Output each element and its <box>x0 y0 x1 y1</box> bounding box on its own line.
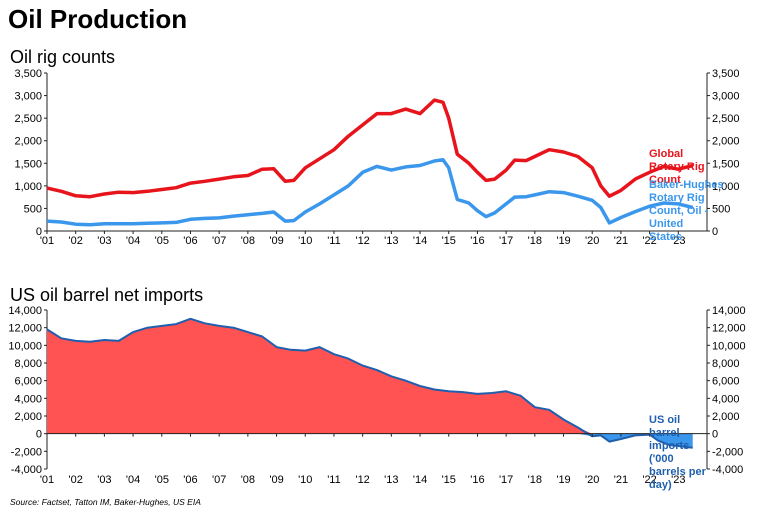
imports-x-tick-label: '03 <box>97 474 111 486</box>
imports-x-tick-label: '01 <box>40 474 54 486</box>
rig-x-tick-label: '19 <box>556 235 570 247</box>
rig-x-tick-label: '02 <box>69 235 83 247</box>
imports-y-tick-label-left: -4,000 <box>11 464 42 476</box>
rig-y-tick-label-left: 0 <box>36 226 42 238</box>
imports-x-tick-label: '08 <box>241 474 255 486</box>
chart-title-net-imports: US oil barrel net imports <box>10 285 204 305</box>
imports-x-tick-label: '22 <box>642 474 656 486</box>
imports-y-tick-label-left: 4,000 <box>14 393 42 405</box>
imports-y-tick-label-left: 10,000 <box>8 340 42 352</box>
imports-x-tick-label: '16 <box>470 474 484 486</box>
net-imports-line <box>46 317 693 449</box>
rig-x-tick-label: '13 <box>384 235 398 247</box>
legend-net-imports: US oil barrel imports ('000 barrels per day) <box>649 414 707 491</box>
rig-x-tick-label: '11 <box>327 235 341 247</box>
net-imports-positive-area <box>47 318 693 434</box>
rig-y-tick-label-right: 500 <box>712 203 730 215</box>
imports-y-tick-label-right: 14,000 <box>712 305 746 317</box>
imports-x-tick-label: '06 <box>183 474 197 486</box>
rig-x-tick-label: '21 <box>614 235 628 247</box>
rig-y-tick-label-right: 2,000 <box>712 136 740 148</box>
us-oil-rig-count-line <box>46 157 694 227</box>
rig-y-tick-label-left: 3,500 <box>14 68 42 80</box>
imports-x-tick-label: '18 <box>528 474 542 486</box>
rig-y-tick-label-right: 1,500 <box>712 158 740 170</box>
rig-x-tick-label: '09 <box>269 235 283 247</box>
legend-us-oil-rig-count: Baker-Hughes Rotary Rig Count, Oil -United… <box>649 179 724 243</box>
rig-x-tick-label: '14 <box>413 235 427 247</box>
net-imports-negative-area <box>47 433 693 448</box>
imports-x-tick-label: '13 <box>384 474 398 486</box>
rig-x-tick-label: '22 <box>642 235 656 247</box>
imports-y-tick-label-right: 6,000 <box>712 376 740 388</box>
imports-x-tick-label: '19 <box>556 474 570 486</box>
imports-x-tick-label: '05 <box>155 474 169 486</box>
imports-x-tick-label: '12 <box>355 474 369 486</box>
rig-y-tick-label-left: 1,500 <box>14 158 42 170</box>
rig-y-tick-label-right: 1,000 <box>712 181 740 193</box>
rig-x-tick-label: '18 <box>528 235 542 247</box>
rig-x-tick-label: '15 <box>442 235 456 247</box>
imports-x-tick-label: '07 <box>212 474 226 486</box>
imports-y-tick-label-left: 2,000 <box>14 411 42 423</box>
legend-global-rig-count: Global Rotary Rig Count <box>649 148 705 186</box>
imports-x-tick-label: '11 <box>327 474 341 486</box>
imports-y-tick-label-right: 2,000 <box>712 411 740 423</box>
rig-y-tick-label-right: 0 <box>712 226 718 238</box>
imports-y-tick-label-right: -2,000 <box>712 446 743 458</box>
rig-y-tick-label-right: 3,000 <box>712 91 740 103</box>
imports-x-tick-label: '20 <box>585 474 599 486</box>
chart-title-rig-counts: Oil rig counts <box>10 47 116 67</box>
rig-x-tick-label: '07 <box>212 235 226 247</box>
rig-x-tick-label: '16 <box>470 235 484 247</box>
global-rig-count-line <box>46 98 694 199</box>
imports-x-tick-label: '09 <box>269 474 283 486</box>
source-note: Source: Factset, Tatton IM, Baker-Hughes… <box>10 497 201 507</box>
rig-y-tick-label-left: 3,000 <box>14 91 42 103</box>
imports-x-tick-label: '14 <box>413 474 427 486</box>
imports-x-tick-label: '21 <box>614 474 628 486</box>
imports-y-tick-label-right: 12,000 <box>712 323 746 335</box>
imports-x-tick-label: '02 <box>69 474 83 486</box>
imports-y-tick-label-left: 12,000 <box>8 323 42 335</box>
rig-y-tick-label-left: 1,000 <box>14 181 42 193</box>
imports-y-tick-label-right: 8,000 <box>712 358 740 370</box>
rig-x-tick-label: '08 <box>241 235 255 247</box>
imports-x-tick-label: '23 <box>671 474 685 486</box>
rig-y-tick-label-right: 2,500 <box>712 113 740 125</box>
imports-x-tick-label: '04 <box>126 474 140 486</box>
rig-x-tick-label: '23 <box>671 235 685 247</box>
page-title: Oil Production <box>8 4 188 34</box>
rig-y-tick-label-left: 2,000 <box>14 136 42 148</box>
imports-y-tick-label-left: -2,000 <box>11 446 42 458</box>
imports-x-tick-label: '15 <box>442 474 456 486</box>
imports-y-tick-label-left: 14,000 <box>8 305 42 317</box>
rig-count-chart: 0 0 500 500 1,000 1,000 1,500 1,500 2,000 2,000 2,… <box>14 68 740 247</box>
imports-x-tick-label: '10 <box>298 474 312 486</box>
imports-x-tick-label: '17 <box>499 474 513 486</box>
imports-y-tick-label-left: 0 <box>36 429 42 441</box>
rig-y-tick-label-left: 500 <box>24 203 42 215</box>
rig-x-tick-label: '03 <box>97 235 111 247</box>
rig-x-tick-label: '06 <box>183 235 197 247</box>
rig-x-tick-label: '05 <box>155 235 169 247</box>
rig-x-tick-label: '01 <box>40 235 54 247</box>
imports-y-tick-label-right: 0 <box>712 429 718 441</box>
rig-y-tick-label-right: 3,500 <box>712 68 740 80</box>
rig-x-tick-label: '12 <box>355 235 369 247</box>
imports-y-tick-label-right: 4,000 <box>712 393 740 405</box>
rig-x-tick-label: '17 <box>499 235 513 247</box>
rig-x-tick-label: '10 <box>298 235 312 247</box>
net-imports-chart: -4,000 -4,000 -2,000 -2,000 0 0 2,000 2,000 4,00… <box>8 305 746 491</box>
rig-x-tick-label: '20 <box>585 235 599 247</box>
imports-y-tick-label-left: 6,000 <box>14 376 42 388</box>
imports-y-tick-label-right: 10,000 <box>712 340 746 352</box>
rig-x-tick-label: '04 <box>126 235 140 247</box>
imports-y-tick-label-left: 8,000 <box>14 358 42 370</box>
rig-y-tick-label-left: 2,500 <box>14 113 42 125</box>
imports-y-tick-label-right: -4,000 <box>712 464 743 476</box>
